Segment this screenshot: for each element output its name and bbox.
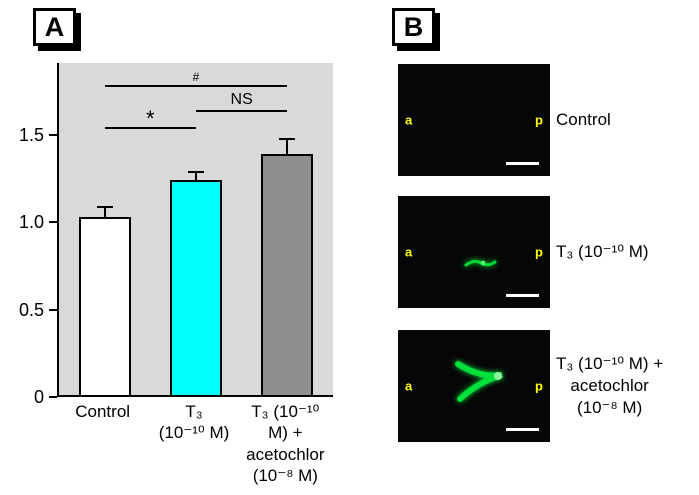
error-cap-1 xyxy=(188,171,204,174)
y-tick-mark xyxy=(49,133,57,136)
error-bar-2 xyxy=(286,139,289,156)
y-tick-mark xyxy=(49,308,57,311)
anterior-marker: a xyxy=(405,112,413,128)
micrograph-row-t3: a p T₃ (10⁻¹⁰ M) xyxy=(398,196,698,308)
fluorescence-signal-large xyxy=(455,361,503,402)
significance-label-*: * xyxy=(146,106,155,132)
micrograph-caption-t3: T₃ (10⁻¹⁰ M) xyxy=(556,241,649,261)
significance-line-* xyxy=(104,127,196,130)
y-tick-label-1.5: 1.5 xyxy=(18,124,44,145)
error-bar-1 xyxy=(195,173,197,183)
error-bar-0 xyxy=(103,208,106,219)
y-axis: 0 0.5 1.0 1.5 xyxy=(0,63,57,407)
y-tick-mark xyxy=(49,396,57,398)
x-tick-label-0: Control xyxy=(75,402,131,421)
bar-2 xyxy=(261,153,314,395)
posterior-marker: p xyxy=(535,112,543,128)
error-cap-0 xyxy=(96,206,113,209)
panel-b-letter: B xyxy=(403,11,424,42)
plot-area: * NS # xyxy=(57,63,333,397)
anterior-marker: a xyxy=(405,244,413,260)
bar-1 xyxy=(170,180,222,395)
bar-0 xyxy=(78,216,131,395)
y-tick-label-0.5: 0.5 xyxy=(18,299,44,320)
posterior-marker: p xyxy=(535,378,543,394)
anterior-marker: a xyxy=(405,378,413,394)
x-tick-label-2: T₃ (10⁻¹⁰ M) + acetochlor (10⁻⁸ M) xyxy=(246,402,325,485)
micrograph-t3: a p xyxy=(398,196,550,308)
micrograph-caption-control: Control xyxy=(556,109,611,129)
y-tick-label-1.0: 1.0 xyxy=(18,212,44,233)
scale-bar xyxy=(506,428,539,431)
x-tick-label-1: T₃ (10⁻¹⁰ M) xyxy=(158,402,230,443)
panel-b-label: B xyxy=(392,8,435,46)
micrograph-control: a p xyxy=(398,64,550,176)
significance-line-# xyxy=(104,85,288,88)
significance-line-NS xyxy=(196,109,288,112)
significance-label-#: # xyxy=(192,70,200,85)
x-axis-labels: Control T₃ (10⁻¹⁰ M) T₃ (10⁻¹⁰ M) + acetoc… xyxy=(57,401,333,491)
micrograph-t3-acetochlor: a p xyxy=(398,330,550,442)
panel-a-letter: A xyxy=(44,11,65,42)
micrograph-row-control: a p Control xyxy=(398,64,698,176)
micrograph-caption-t3-acetochlor: T₃ (10⁻¹⁰ M) + acetochlor (10⁻⁸ M) xyxy=(556,353,664,418)
y-tick-label-0: 0 xyxy=(33,387,44,407)
scale-bar xyxy=(506,294,539,297)
error-cap-2 xyxy=(279,137,296,140)
panel-a-label: A xyxy=(33,8,76,46)
scale-bar xyxy=(506,162,539,165)
y-tick-mark xyxy=(49,221,57,224)
posterior-marker: p xyxy=(535,244,543,260)
significance-label-NS: NS xyxy=(230,90,253,108)
micrograph-row-t3-acetochlor: a p T₃ (10⁻¹⁰ M) + acetochlor (10⁻⁸ M) xyxy=(398,330,698,442)
fluorescence-signal-small xyxy=(464,259,497,267)
